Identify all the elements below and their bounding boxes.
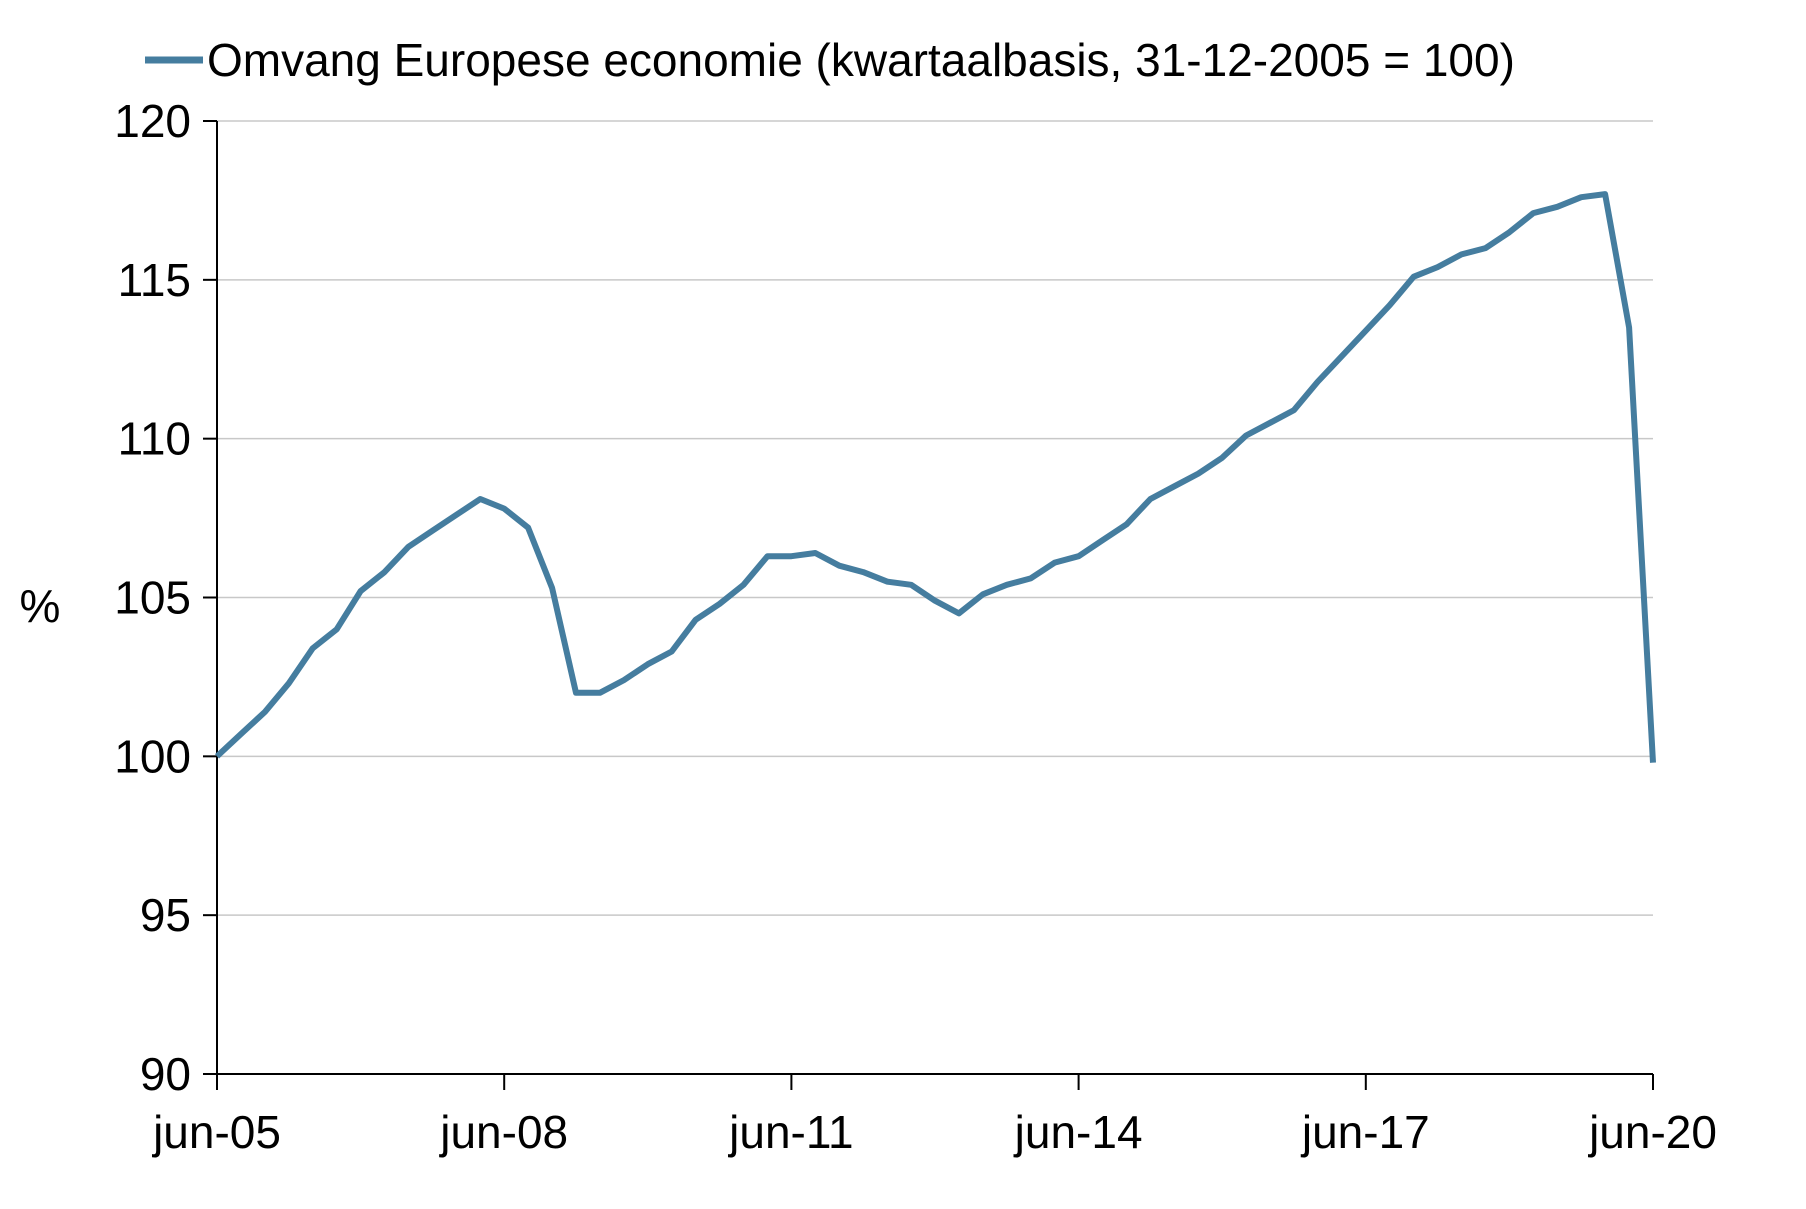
series-line-omvang-europese-economie <box>214 191 1656 763</box>
x-tick-label-jun-08: jun-08 <box>438 1106 568 1158</box>
y-tick-label-120: 120 <box>114 95 191 147</box>
legend-entry: Omvang Europese economie (kwartaalbasis,… <box>207 34 1515 86</box>
y-tick-label-115: 115 <box>118 254 191 306</box>
y-axis-ticks: 90 95 100 105 110 115 120 <box>114 95 217 1100</box>
x-tick-label-jun-14: jun-14 <box>1013 1106 1143 1158</box>
x-axis-ticks: jun-05 jun-08 jun-11 jun-14 jun-17 jun-20 <box>151 1074 1717 1158</box>
legend: Omvang Europese economie (kwartaalbasis,… <box>145 34 1515 86</box>
y-axis-label: % <box>20 580 61 632</box>
y-tick-label-110: 110 <box>118 413 191 465</box>
x-tick-label-jun-20: jun-20 <box>1587 1106 1717 1158</box>
y-tick-label-90: 90 <box>140 1048 191 1100</box>
x-tick-label-jun-05: jun-05 <box>151 1106 281 1158</box>
x-tick-label-jun-17: jun-17 <box>1300 1106 1430 1158</box>
x-tick-label-jun-11: jun-11 <box>727 1106 853 1158</box>
gridlines <box>217 120 1653 916</box>
y-tick-label-95: 95 <box>140 889 191 941</box>
y-tick-label-105: 105 <box>114 572 191 624</box>
y-tick-label-100: 100 <box>114 730 191 782</box>
